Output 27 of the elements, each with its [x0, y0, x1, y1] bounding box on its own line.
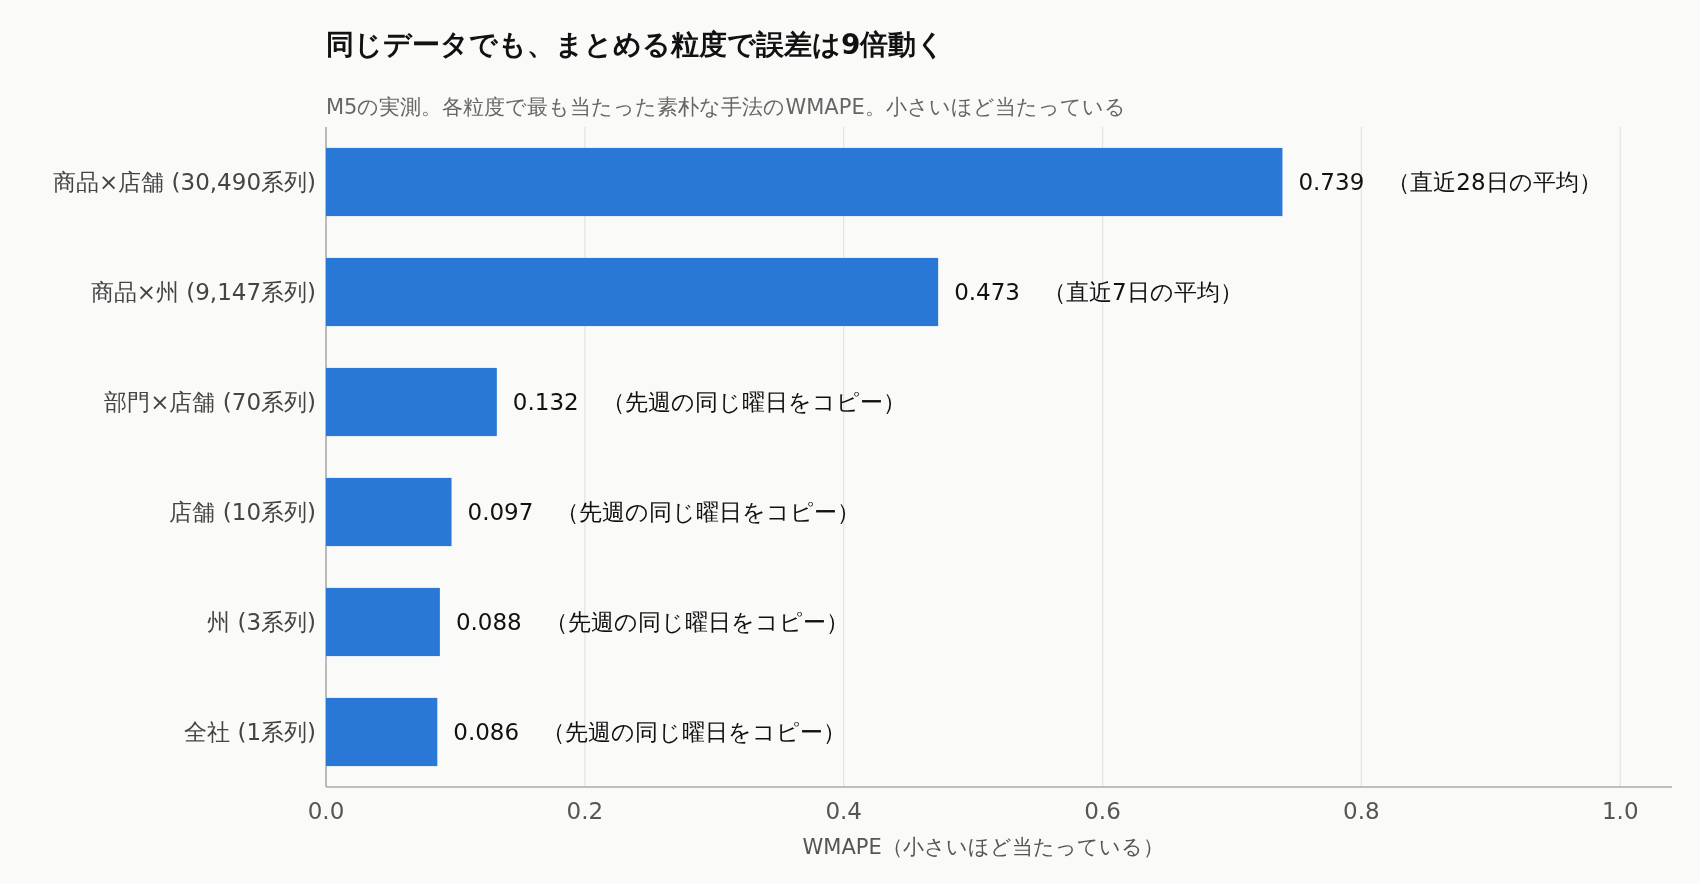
bar — [326, 367, 497, 437]
data-label: 0.132 （先週の同じ曜日をコピー） — [512, 389, 906, 415]
chart-title: 同じデータでも、まとめる粒度で誤差は9倍動く — [326, 28, 946, 61]
x-tick-label: 1.0 — [1601, 798, 1639, 824]
x-tick-label: 0.4 — [825, 798, 862, 824]
chart-subtitle: M5の実測。各粒度で最も当たった素朴な手法のWMAPE。小さいほど当たっている — [326, 95, 1126, 119]
bar — [326, 477, 452, 547]
y-tick-label: 州 (3系列) — [207, 609, 316, 635]
bar — [326, 147, 1283, 217]
x-axis-title: WMAPE（小さいほど当たっている） — [802, 835, 1164, 859]
data-label: 0.473 （直近7日の平均） — [954, 279, 1243, 305]
bar — [326, 697, 438, 767]
x-tick-label: 0.0 — [307, 798, 345, 824]
data-label: 0.097 （先週の同じ曜日をコピー） — [467, 499, 861, 525]
data-label: 0.739 （直近28日の平均） — [1298, 169, 1602, 195]
bar — [326, 587, 440, 657]
x-tick-label: 0.2 — [566, 798, 604, 824]
y-tick-label: 全社 (1系列) — [184, 719, 316, 745]
data-label: 0.088 （先週の同じ曜日をコピー） — [455, 609, 849, 635]
data-label: 0.086 （先週の同じ曜日をコピー） — [453, 719, 847, 745]
y-tick-label: 部門×店舗 (70系列) — [104, 389, 316, 415]
y-tick-label: 商品×州 (9,147系列) — [90, 279, 316, 305]
y-tick-label: 店舗 (10系列) — [169, 499, 316, 525]
x-tick-label: 0.8 — [1343, 798, 1380, 824]
y-tick-label: 商品×店舗 (30,490系列) — [52, 169, 316, 195]
x-tick-label: 0.6 — [1084, 798, 1121, 824]
bar — [326, 257, 939, 327]
